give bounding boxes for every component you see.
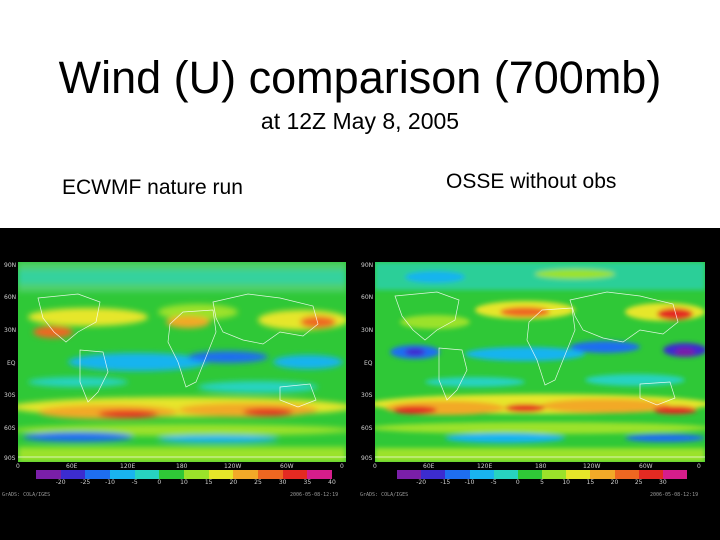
colorbar-swatch xyxy=(493,470,518,479)
colorbar-tick-label: 5 xyxy=(540,479,544,486)
colorbar-swatch xyxy=(282,470,308,479)
colorbar-swatch xyxy=(208,470,234,479)
left-footer-credit: GrADS: COLA/IGES xyxy=(2,492,51,498)
right-colorbar xyxy=(397,470,688,479)
lon-label: 180 xyxy=(535,463,547,470)
lat-label-eq: EQ xyxy=(7,360,16,367)
colorbar-tick-label: 25 xyxy=(254,479,262,486)
lat-label-90s: 90S xyxy=(361,455,373,462)
right-wind-field xyxy=(375,262,705,462)
lat-label-90s: 90S xyxy=(4,455,16,462)
right-colorbar-labels: -20 -15 -10 -5 0 5 10 15 20 25 30 xyxy=(397,479,687,489)
colorbar-swatch xyxy=(184,470,209,479)
colorbar-tick-label: -25 xyxy=(80,479,91,486)
colorbar-swatch xyxy=(233,470,259,479)
colorbar-swatch xyxy=(60,470,86,479)
lat-label-60s: 60S xyxy=(4,425,16,432)
lat-label-60n: 60N xyxy=(361,294,374,301)
colorbar-tick-label: 0 xyxy=(515,479,520,486)
colorbar-tick-label: 20 xyxy=(229,479,238,486)
lon-label: 120E xyxy=(120,463,136,470)
right-panel-label: OSSE without obs xyxy=(446,170,617,193)
left-panel-label: ECWMF nature run xyxy=(62,176,243,199)
left-colorbar xyxy=(36,470,333,479)
colorbar-tick-label: 15 xyxy=(204,479,213,486)
colorbar-swatch xyxy=(662,470,688,479)
colorbar-swatch xyxy=(307,470,333,479)
colorbar-swatch xyxy=(258,470,283,479)
colorbar-swatch xyxy=(36,470,61,479)
right-wind-map: 90N 60N 30N EQ 30S 60S 90S 0 60E 120E 18… xyxy=(361,262,705,470)
lon-label: 120E xyxy=(477,463,493,470)
colorbar-tick-label: -5 xyxy=(131,479,138,486)
right-footer-timestamp: 2006-05-08-12:19 xyxy=(650,492,699,498)
lat-label-30n: 30N xyxy=(4,327,17,334)
colorbar-tick-label: 10 xyxy=(180,479,188,486)
lat-label-30s: 30S xyxy=(361,392,373,399)
lon-label: 120W xyxy=(224,463,242,470)
lon-label: 0 xyxy=(697,463,701,470)
lon-label: 60W xyxy=(639,463,653,470)
colorbar-swatch xyxy=(134,470,160,479)
colorbar-swatch xyxy=(85,470,111,479)
colorbar-swatch xyxy=(614,470,639,479)
lat-label-60s: 60S xyxy=(361,425,373,432)
left-wind-map: 90N 60N 30N EQ 30S 60S 90S 0 60E 120E 18… xyxy=(4,262,346,470)
colorbar-tick-label: 15 xyxy=(586,479,595,486)
colorbar-swatch xyxy=(590,470,615,479)
colorbar-swatch xyxy=(159,470,185,479)
colorbar-tick-label: -10 xyxy=(105,479,115,486)
slide-title: Wind (U) comparison (700mb) xyxy=(58,52,662,103)
colorbar-swatch xyxy=(542,470,567,479)
colorbar-tick-label: 20 xyxy=(610,479,619,486)
colorbar-tick-label: -20 xyxy=(55,479,66,486)
lon-label: 120W xyxy=(583,463,601,470)
colorbar-tick-label: -10 xyxy=(464,479,475,486)
lon-label: 0 xyxy=(340,463,344,470)
colorbar-swatch xyxy=(421,470,446,479)
right-footer-credit: GrADS: COLA/IGES xyxy=(360,492,409,498)
left-colorbar-labels: -20 -25 -10 -5 0 10 15 20 25 30 35 40 xyxy=(36,479,336,489)
colorbar-tick-label: -5 xyxy=(490,479,497,486)
lon-label: 60W xyxy=(280,463,294,470)
lon-label: 0 xyxy=(16,463,20,470)
colorbar-swatch xyxy=(469,470,494,479)
lon-label: 60E xyxy=(66,463,78,470)
lat-label-30s: 30S xyxy=(4,392,16,399)
colorbar-tick-label: -15 xyxy=(440,479,451,486)
slide-subtitle: at 12Z May 8, 2005 xyxy=(260,108,460,134)
colorbar-tick-label: 25 xyxy=(634,479,643,486)
colorbar-swatch xyxy=(445,470,470,479)
lon-label: 180 xyxy=(176,463,188,470)
lon-label: 60E xyxy=(423,463,435,470)
lat-label-30n: 30N xyxy=(361,327,374,334)
lat-label-eq: EQ xyxy=(364,360,373,367)
colorbar-tick-label: 30 xyxy=(278,479,287,486)
left-footer-timestamp: 2006-05-08-12:19 xyxy=(290,492,339,498)
colorbar-tick-label: 40 xyxy=(328,479,336,486)
lat-label-90n: 90N xyxy=(4,262,17,269)
colorbar-swatch xyxy=(638,470,663,479)
lat-label-90n: 90N xyxy=(361,262,374,269)
colorbar-swatch xyxy=(397,470,422,479)
lon-label: 0 xyxy=(373,463,377,470)
colorbar-swatch xyxy=(566,470,591,479)
colorbar-tick-label: 35 xyxy=(303,479,312,486)
colorbar-tick-label: 10 xyxy=(562,479,570,486)
colorbar-swatch xyxy=(517,470,543,479)
lat-label-60n: 60N xyxy=(4,294,17,301)
colorbar-swatch xyxy=(110,470,135,479)
colorbar-tick-label: 0 xyxy=(157,479,162,486)
colorbar-tick-label: -20 xyxy=(416,479,427,486)
colorbar-tick-label: 30 xyxy=(659,479,667,486)
left-wind-field xyxy=(18,262,346,462)
